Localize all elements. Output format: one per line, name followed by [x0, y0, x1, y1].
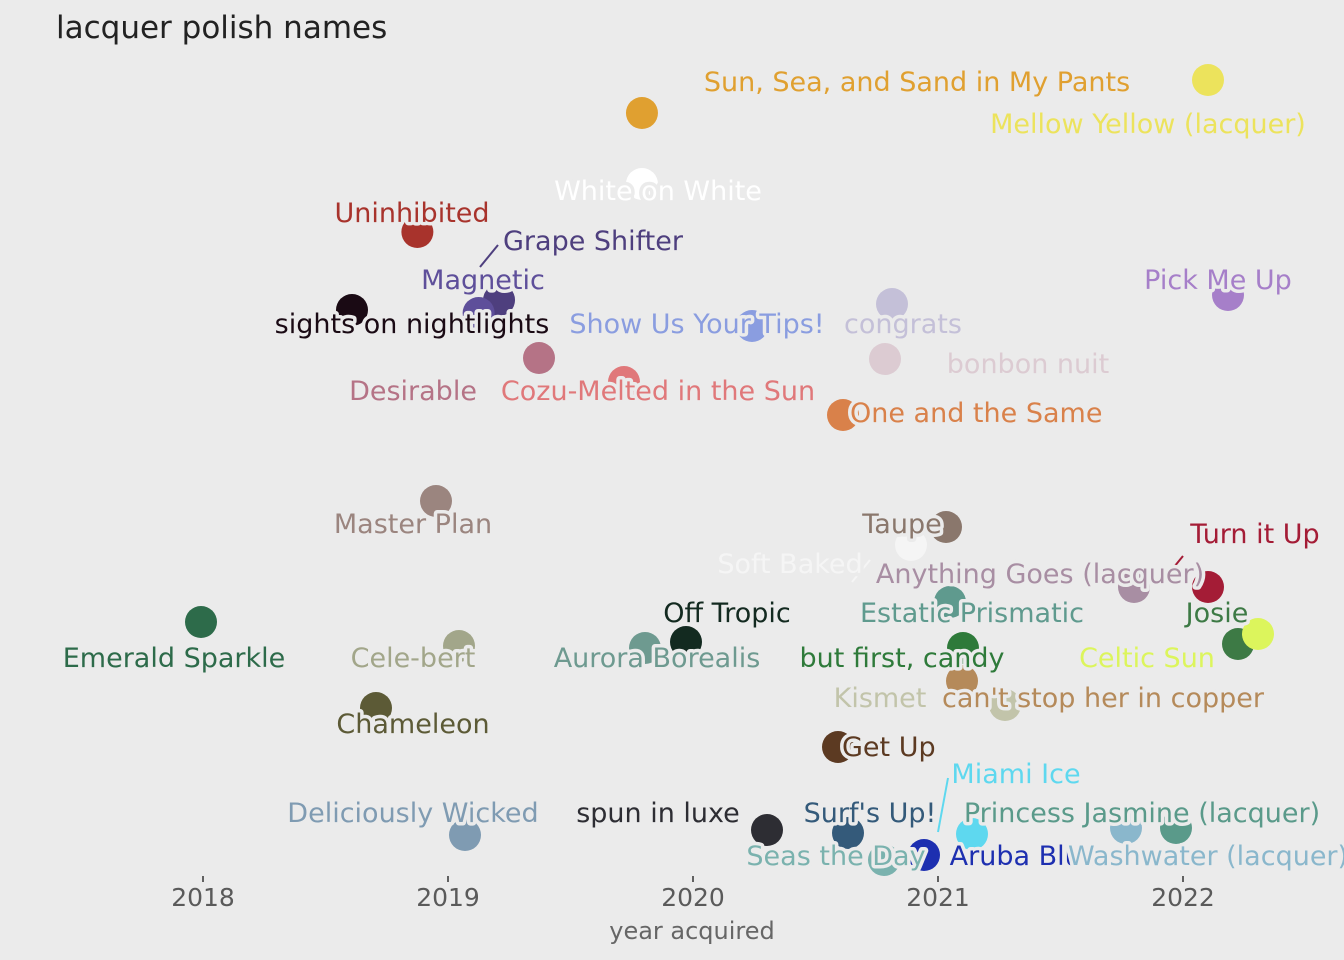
- point-aruba-blue: [908, 839, 940, 871]
- label-sun-sea-and-sand-in-my-pants: Sun, Sea, and Sand in My Pants: [704, 67, 1130, 98]
- label-sights-on-nightlights: sights on nightlights: [275, 309, 550, 340]
- point-congrats: [876, 288, 908, 320]
- point-kismet: [989, 689, 1021, 721]
- label-cozu-melted-in-the-sun: Cozu-Melted in the Sun: [501, 376, 815, 407]
- point-desirable: [523, 342, 555, 374]
- point-but-first-candy: [947, 632, 979, 664]
- connector-turn-it-up: [1164, 555, 1184, 579]
- label-turn-it-up: Turn it Up: [1189, 519, 1319, 550]
- label-but-first-candy: but first, candy: [800, 643, 1005, 674]
- point-surf-s-up: [832, 817, 864, 849]
- point-turn-it-up: [1192, 571, 1224, 603]
- point-celtic-sun: [1242, 618, 1274, 650]
- point-cozu-melted-in-the-sun: [608, 366, 640, 398]
- point-uninhibited: [401, 216, 434, 248]
- label-uninhibited: Uninhibited: [334, 198, 489, 229]
- label-off-tropic: Off Tropic: [663, 598, 790, 629]
- x-tick-label-2021: 2021: [906, 883, 970, 912]
- x-tick-label-2020: 2020: [661, 883, 725, 912]
- label-soft-baked: Soft Baked: [717, 549, 862, 580]
- chart-title: lacquer polish names: [56, 10, 387, 46]
- x-tick-label-2019: 2019: [416, 883, 480, 912]
- x-axis: 2018 2019 2020 2021 2022: [171, 876, 1215, 912]
- point-master-plan: [420, 485, 452, 517]
- point-washwater-lacquer: [1110, 812, 1142, 844]
- points-layer: [185, 64, 1274, 876]
- connector-grape-shifter: [479, 244, 499, 268]
- point-taupe: [930, 511, 962, 543]
- label-estatic-prismatic: Estatic Prismatic: [860, 598, 1084, 629]
- label-can-t-stop-her-in-copper: can't stop her in copper: [942, 683, 1265, 714]
- label-congrats: congrats: [844, 309, 962, 340]
- labels-layer: Sun, Sea, and Sand in My Pants Mellow Yel…: [59, 64, 1344, 876]
- label-aurora-borealis: Aurora Borealis: [554, 643, 761, 674]
- point-deliciously-wicked: [449, 819, 481, 851]
- label-emerald-sparkle: Emerald Sparkle: [63, 643, 286, 674]
- point-show-us-your-tips: [736, 310, 768, 342]
- label-princess-jasmine-lacquer: Princess Jasmine (lacquer): [964, 798, 1320, 829]
- label-cele-bert: Cele-bert: [351, 643, 476, 674]
- point-chameleon: [360, 692, 392, 724]
- point-off-tropic: [670, 626, 702, 658]
- label-josie: Josie: [1184, 598, 1249, 629]
- label-aruba-blue: Aruba Blue: [950, 841, 1099, 872]
- connector-layer: [479, 244, 1184, 833]
- point-pick-me-up: [1212, 279, 1244, 311]
- point-princess-jasmine-lacquer: [1160, 812, 1192, 844]
- label-show-us-your-tips: Show Us Your Tips!: [569, 309, 824, 340]
- label-magnetic: Magnetic: [421, 265, 545, 296]
- label-desirable: Desirable: [349, 376, 477, 407]
- label-one-and-the-same: One and the Same: [850, 398, 1102, 429]
- point-estatic-prismatic: [934, 586, 966, 618]
- label-seas-the-day: Seas the Day: [746, 841, 925, 872]
- point-anything-goes-lacquer: [1118, 571, 1150, 603]
- point-spun-in-luxe: [751, 814, 783, 846]
- connector-soft-baked: [851, 559, 871, 583]
- label-taupe: Taupe: [861, 509, 941, 540]
- label-surf-s-up: Surf's Up!: [804, 798, 937, 829]
- label-mellow-yellow-lacquer: Mellow Yellow (lacquer): [990, 109, 1306, 140]
- label-miami-ice: Miami Ice: [951, 759, 1080, 790]
- point-get-up: [822, 731, 854, 763]
- label-grape-shifter: Grape Shifter: [503, 226, 684, 257]
- point-aurora-borealis: [629, 632, 661, 664]
- label-celtic-sun: Celtic Sun: [1079, 643, 1215, 674]
- label-washwater-lacquer: Washwater (lacquer): [1068, 841, 1344, 872]
- label-get-up: Get Up: [842, 732, 936, 763]
- label-white-on-white: White on White: [554, 176, 762, 207]
- point-cele-bert: [443, 630, 475, 662]
- point-one-and-the-same: [827, 399, 859, 431]
- point-magnetic: [462, 297, 495, 329]
- point-seas-the-day: [868, 844, 900, 876]
- label-kismet: Kismet: [834, 683, 927, 714]
- label-bonbon-nuit: bonbon nuit: [947, 349, 1109, 380]
- point-miami-ice: [956, 818, 988, 850]
- point-white-on-white: [625, 168, 658, 200]
- point-mellow-yellow-lacquer: [1192, 64, 1224, 96]
- point-sights-on-nightlights: [336, 294, 368, 326]
- x-tick-label-2022: 2022: [1151, 883, 1215, 912]
- x-tick-label-2018: 2018: [171, 883, 235, 912]
- point-bonbon-nuit: [869, 343, 901, 375]
- point-soft-baked: [895, 529, 927, 561]
- label-anything-goes-lacquer: Anything Goes (lacquer): [876, 559, 1204, 590]
- point-sun-sea-and-sand-in-my-pants: [625, 97, 658, 129]
- label-pick-me-up: Pick Me Up: [1144, 265, 1292, 296]
- label-spun-in-luxe: spun in luxe: [576, 798, 740, 829]
- label-master-plan: Master Plan: [334, 509, 492, 540]
- label-deliciously-wicked: Deliciously Wicked: [287, 798, 538, 829]
- connector-miami-ice: [937, 777, 949, 833]
- point-can-t-stop-her-in-copper: [946, 665, 978, 697]
- x-axis-label: year acquired: [609, 917, 775, 945]
- point-emerald-sparkle: [185, 606, 217, 638]
- label-chameleon: Chameleon: [336, 709, 489, 740]
